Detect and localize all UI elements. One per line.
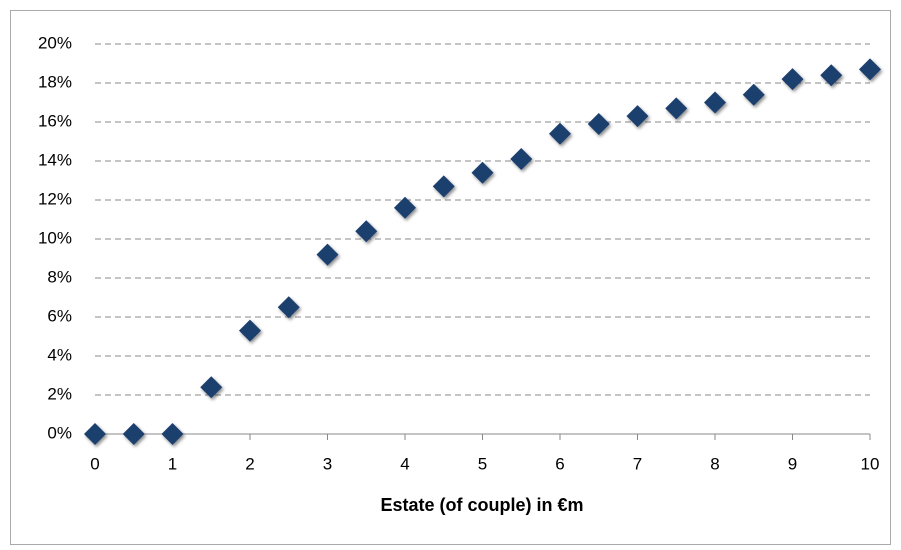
y-tick-label: 8% bbox=[47, 267, 72, 286]
x-tick-label: 7 bbox=[633, 454, 642, 473]
point bbox=[626, 105, 649, 128]
x-tick-label: 3 bbox=[323, 454, 332, 473]
point bbox=[316, 243, 339, 266]
point bbox=[781, 68, 804, 91]
point bbox=[277, 296, 300, 319]
point bbox=[471, 161, 494, 184]
x-tick-label: 2 bbox=[245, 454, 254, 473]
x-tick-label: 0 bbox=[90, 454, 99, 473]
point bbox=[742, 83, 765, 106]
x-tick-label: 1 bbox=[168, 454, 177, 473]
y-tick-label: 0% bbox=[47, 423, 72, 442]
point bbox=[200, 376, 223, 399]
y-tick-label: 20% bbox=[38, 33, 72, 52]
x-axis-title: Estate (of couple) in €m bbox=[380, 495, 583, 515]
y-tick-label: 10% bbox=[38, 228, 72, 247]
point bbox=[665, 97, 688, 120]
x-tick-label: 8 bbox=[710, 454, 719, 473]
x-tick-label: 4 bbox=[400, 454, 409, 473]
y-tick-label: 12% bbox=[38, 189, 72, 208]
point bbox=[549, 122, 571, 145]
x-tick-label: 10 bbox=[861, 454, 880, 473]
point bbox=[510, 148, 533, 171]
point bbox=[122, 423, 145, 445]
y-tick-label: 16% bbox=[38, 111, 72, 130]
x-tick-label: 9 bbox=[788, 454, 797, 473]
point bbox=[239, 319, 261, 342]
point bbox=[859, 58, 881, 81]
point bbox=[432, 175, 455, 198]
point bbox=[84, 423, 106, 445]
point bbox=[394, 196, 416, 219]
point bbox=[820, 64, 843, 87]
point bbox=[161, 423, 184, 445]
point bbox=[587, 112, 610, 135]
y-tick-label: 6% bbox=[47, 306, 72, 325]
x-tick-label: 5 bbox=[478, 454, 487, 473]
y-tick-label: 2% bbox=[47, 384, 72, 403]
y-tick-label: 4% bbox=[47, 345, 72, 364]
point bbox=[355, 220, 378, 243]
x-tick-label: 6 bbox=[555, 454, 564, 473]
y-tick-label: 18% bbox=[38, 72, 72, 91]
point bbox=[704, 91, 726, 114]
y-tick-label: 14% bbox=[38, 150, 72, 169]
